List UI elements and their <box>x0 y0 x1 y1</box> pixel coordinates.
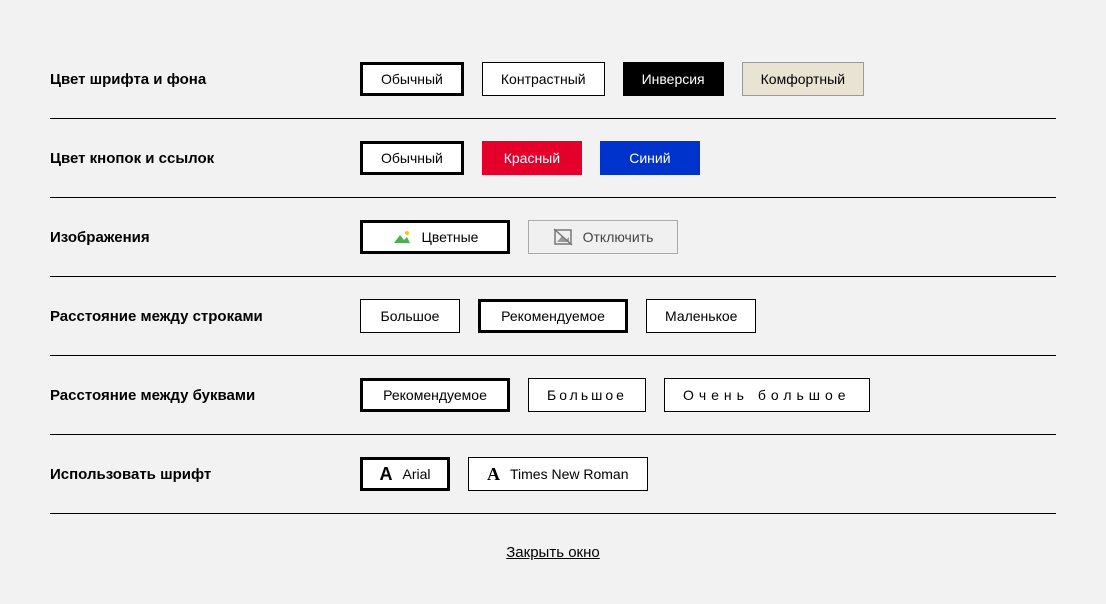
option-linespace-large[interactable]: Большое <box>360 299 460 333</box>
label-link-color: Цвет кнопок и ссылок <box>50 150 360 167</box>
close-window-link[interactable]: Закрыть окно <box>506 544 599 561</box>
option-link-red[interactable]: Красный <box>482 141 582 175</box>
options-color-scheme: Обычный Контрастный Инверсия Комфортный <box>360 62 864 96</box>
close-row: Закрыть окно <box>50 514 1056 561</box>
option-images-off-label: Отключить <box>583 229 654 245</box>
option-letterspace-very-large[interactable]: Очень большое <box>664 378 870 412</box>
label-images: Изображения <box>50 229 360 246</box>
image-off-icon <box>553 228 573 246</box>
option-linespace-recommended[interactable]: Рекомендуемое <box>478 299 628 333</box>
option-font-arial[interactable]: A Arial <box>360 457 450 491</box>
label-font: Использовать шрифт <box>50 466 360 483</box>
arial-glyph-icon: A <box>379 464 392 485</box>
label-color-scheme: Цвет шрифта и фона <box>50 71 360 88</box>
option-font-times[interactable]: A Times New Roman <box>468 457 648 491</box>
image-color-icon <box>392 229 412 245</box>
option-letterspace-recommended[interactable]: Рекомендуемое <box>360 378 510 412</box>
option-linespace-small[interactable]: Маленькое <box>646 299 756 333</box>
option-color-contrast[interactable]: Контрастный <box>482 62 605 96</box>
label-line-spacing: Расстояние между строками <box>50 308 360 325</box>
option-letterspace-large[interactable]: Большое <box>528 378 646 412</box>
options-link-color: Обычный Красный Синий <box>360 141 700 175</box>
option-images-color[interactable]: Цветные <box>360 220 510 254</box>
option-images-color-label: Цветные <box>422 229 479 245</box>
option-images-off[interactable]: Отключить <box>528 220 678 254</box>
row-images: Изображения Цветные Отключить <box>50 198 1056 277</box>
row-line-spacing: Расстояние между строками Большое Рекоме… <box>50 277 1056 356</box>
row-color-scheme: Цвет шрифта и фона Обычный Контрастный И… <box>50 40 1056 119</box>
options-images: Цветные Отключить <box>360 220 678 254</box>
option-color-comfort[interactable]: Комфортный <box>742 62 864 96</box>
row-font: Использовать шрифт A Arial A Times New R… <box>50 435 1056 514</box>
option-color-inversion[interactable]: Инверсия <box>623 62 724 96</box>
option-color-normal[interactable]: Обычный <box>360 62 464 96</box>
label-letter-spacing: Расстояние между буквами <box>50 387 360 404</box>
row-letter-spacing: Расстояние между буквами Рекомендуемое Б… <box>50 356 1056 435</box>
options-letter-spacing: Рекомендуемое Большое Очень большое <box>360 378 870 412</box>
row-link-color: Цвет кнопок и ссылок Обычный Красный Син… <box>50 119 1056 198</box>
option-font-times-label: Times New Roman <box>510 466 629 482</box>
options-line-spacing: Большое Рекомендуемое Маленькое <box>360 299 756 333</box>
times-glyph-icon: A <box>487 464 500 485</box>
option-link-blue[interactable]: Синий <box>600 141 700 175</box>
options-font: A Arial A Times New Roman <box>360 457 648 491</box>
option-font-arial-label: Arial <box>402 466 430 482</box>
option-link-normal[interactable]: Обычный <box>360 141 464 175</box>
